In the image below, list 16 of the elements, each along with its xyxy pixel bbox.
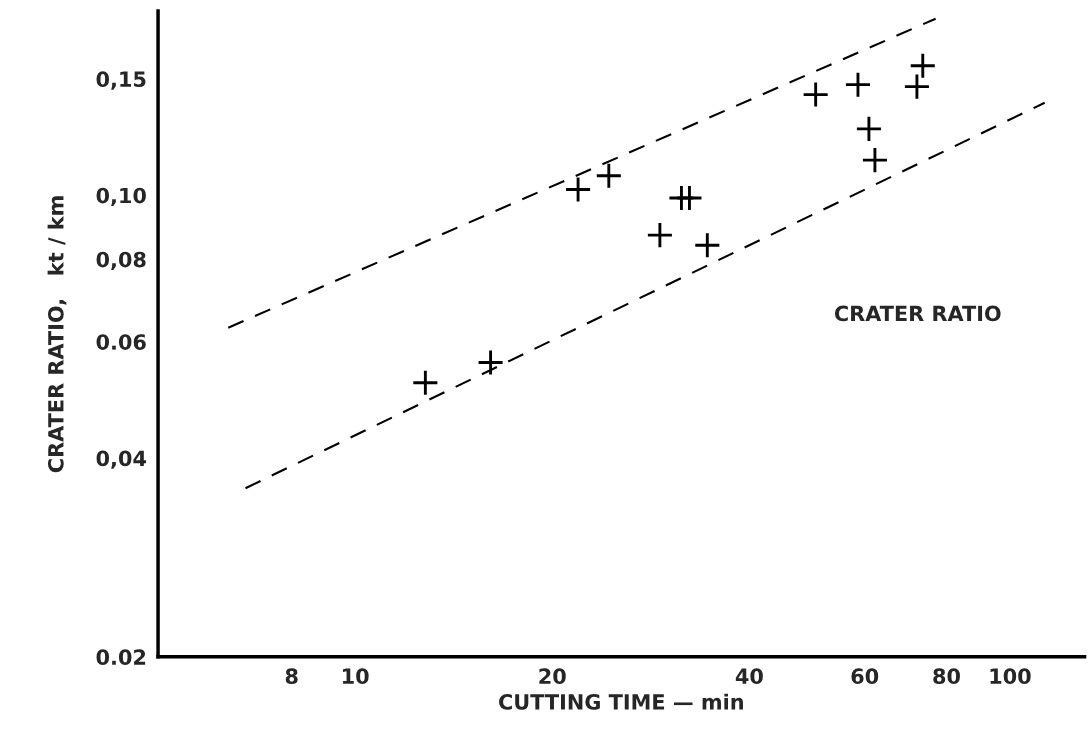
y-tick-label: 0,10 (96, 187, 146, 207)
x-tick-label: 10 (343, 668, 369, 685)
x-axis-title: CUTTING TIME — min (499, 693, 743, 710)
x-tick-label: 60 (851, 668, 879, 685)
x-tick-label: 100 (990, 668, 1031, 685)
y-tick-label: 0,04 (96, 450, 146, 469)
x-tick-label: 80 (933, 668, 960, 685)
y-tick-label: 0,15 (96, 71, 146, 90)
y-tick-label: 0.02 (96, 649, 146, 666)
y-tick-label: 0.06 (96, 334, 146, 350)
y-tick-label: 0,08 (96, 251, 146, 271)
x-tick-label: 8 (285, 668, 298, 685)
annotation: CRATER RATIO (834, 305, 1001, 322)
y-axis-title: CRATER RATIO, kt / km (47, 196, 67, 473)
x-tick-label: 20 (539, 668, 566, 685)
x-tick-label: 40 (735, 668, 763, 685)
